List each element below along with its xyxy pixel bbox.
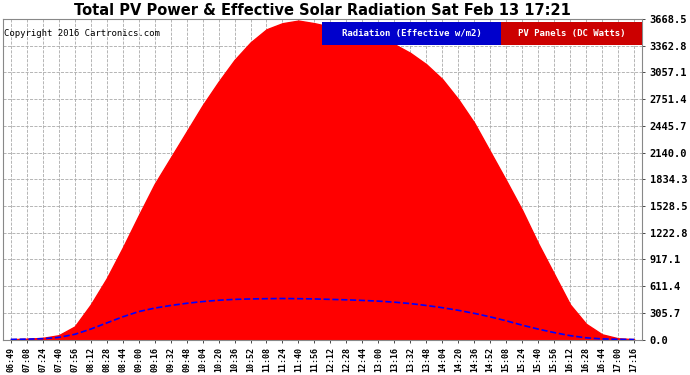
Bar (322, 22, 502, 45)
Text: PV Panels (DC Watts): PV Panels (DC Watts) (518, 29, 626, 38)
Title: Total PV Power & Effective Solar Radiation Sat Feb 13 17:21: Total PV Power & Effective Solar Radiati… (74, 3, 571, 18)
Text: Radiation (Effective w/m2): Radiation (Effective w/m2) (342, 29, 482, 38)
Text: Copyright 2016 Cartronics.com: Copyright 2016 Cartronics.com (4, 28, 160, 38)
Bar (502, 22, 642, 45)
